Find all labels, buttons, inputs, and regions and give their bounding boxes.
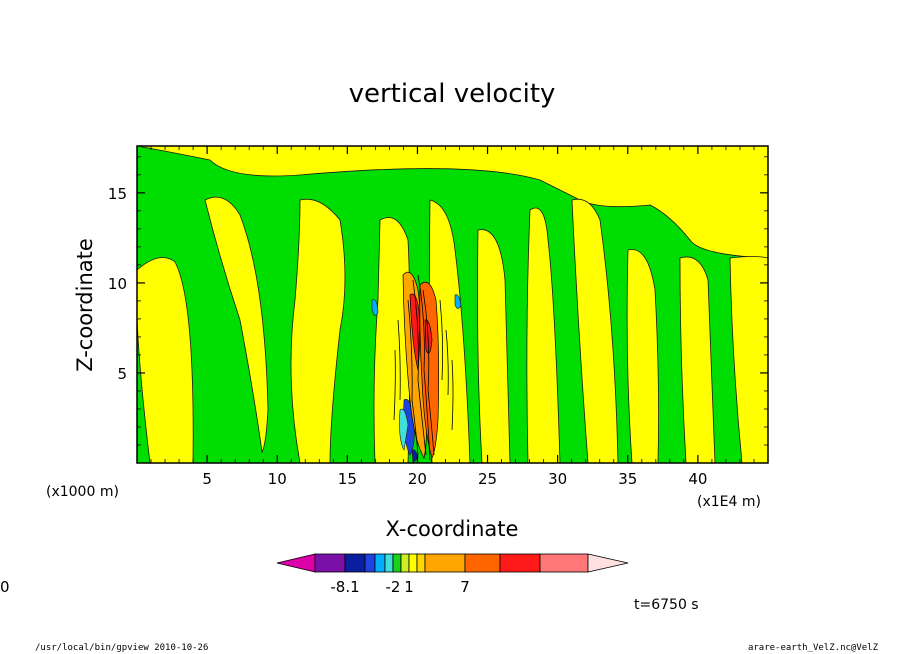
colorbar-segment [344,553,366,573]
colorbar-right-arrow [587,553,629,573]
x-tick-label: 5 [202,470,212,488]
colorbar-tick-labels: -8.1 -21 7 20 [0,578,470,596]
x-axis-label: X-coordinate [386,517,519,541]
y-tick-label: 15 [108,185,127,203]
colorbar-segment [499,553,541,573]
colorbar [276,553,629,573]
footer-right: arare-earth_VelZ.nc@VelZ [747,643,878,653]
colorbar-segment [374,553,386,573]
colorbar-segment [408,553,418,573]
colorbar-segment [424,553,466,573]
colorbar-tick-label: 20 [0,578,10,596]
y-axis-ticks: 5 10 15 [108,156,768,446]
x-axis-ticks: 5 10 15 20 25 30 35 40 [150,146,755,488]
strong-updraft-core [402,271,440,459]
plot-area [137,146,768,463]
colorbar-segment [364,553,376,573]
colorbar-segment [314,553,346,573]
x-unit-right: (x1E4 m) [697,494,761,510]
contour-lines [393,274,454,461]
x-tick-label: 25 [478,470,497,488]
footer-left: /usr/local/bin/gpview 2010-10-26 [35,643,209,653]
chart-title: vertical velocity [349,79,556,109]
colorbar-segment [400,553,410,573]
colorbar-segment [416,553,426,573]
positive-regions [137,146,768,463]
colorbar-segment [392,553,402,573]
y-axis-label: Z-coordinate [73,238,97,372]
x-unit-left: (x1000 m) [46,484,119,500]
x-tick-label: 10 [268,470,287,488]
colorbar-segment [464,553,501,573]
x-tick-label: 40 [688,470,707,488]
colorbar-segment [539,553,589,573]
timestamp-label: t=6750 s [634,597,699,613]
y-tick-label: 5 [117,365,127,383]
colorbar-tick-label: 1 [404,578,414,596]
colorbar-left-arrow [276,553,316,573]
x-tick-label: 15 [338,470,357,488]
colorbar-segment [384,553,394,573]
plot-frame [136,145,769,464]
colorbar-tick-label: -2 [386,578,401,596]
x-tick-label: 30 [548,470,567,488]
y-tick-label: 10 [108,275,127,293]
colorbar-tick-label: -8.1 [330,578,359,596]
x-tick-label: 20 [408,470,427,488]
x-tick-label: 35 [618,470,637,488]
colorbar-tick-label: 7 [460,578,470,596]
